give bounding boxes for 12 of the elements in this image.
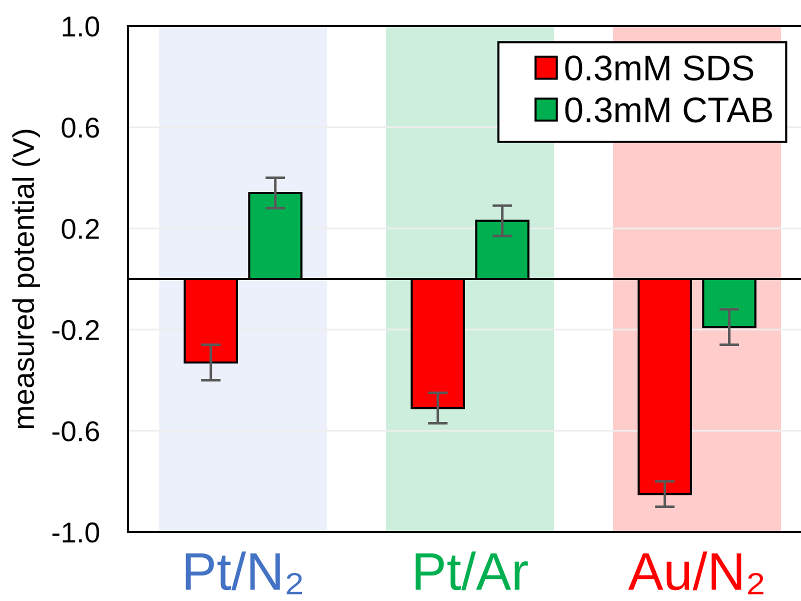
legend-label: 0.3mM CTAB [565,97,772,122]
x-tick-label: Pt/N₂ [186,551,302,594]
y-tick-label: -1.0 [52,522,100,543]
y-tick-label: 0.2 [62,218,99,239]
y-tick-label: -0.6 [52,421,99,442]
y-axis-title: measured potential (V) [12,130,40,428]
x-tick-label: Au/N₂ [628,551,764,594]
x-tick-label: Pt/Ar [416,551,528,590]
legend-label: 0.3mM SDS [565,56,754,81]
y-tick-label: 0.6 [62,118,99,138]
y-tick-label: -0.2 [52,320,99,340]
y-tick-label: 1.0 [62,16,100,37]
